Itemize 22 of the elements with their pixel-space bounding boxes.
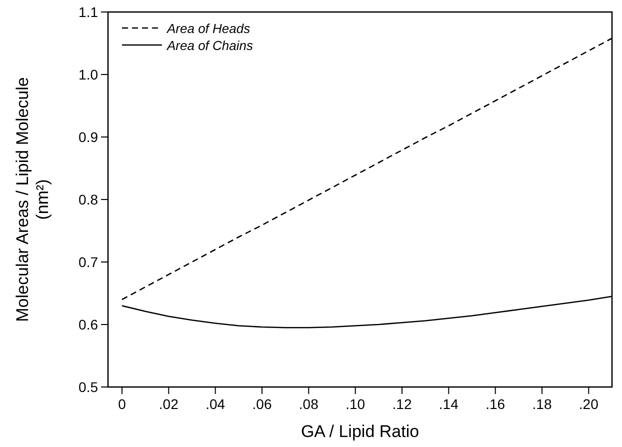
legend-label: Area of Heads bbox=[166, 21, 251, 36]
x-tick-label: .14 bbox=[438, 396, 459, 412]
x-tick-label: .08 bbox=[298, 396, 319, 412]
x-tick-label: .20 bbox=[578, 396, 599, 412]
x-tick-label: .12 bbox=[392, 396, 412, 412]
x-axis-title: GA / Lipid Ratio bbox=[300, 422, 420, 441]
y-tick-label: 0.9 bbox=[78, 129, 98, 145]
x-tick-label: .06 bbox=[252, 396, 272, 412]
x-tick-label: 0 bbox=[118, 396, 126, 412]
y-tick-label: 0.6 bbox=[78, 316, 98, 332]
y-tick-label: 0.8 bbox=[78, 192, 98, 208]
x-tick-label: .04 bbox=[206, 396, 226, 412]
y-tick-label: 1.1 bbox=[78, 4, 98, 20]
x-tick-label: .10 bbox=[346, 396, 366, 412]
x-tick-label: .02 bbox=[158, 396, 179, 412]
y-tick-label: 1.0 bbox=[78, 66, 98, 82]
x-tick-label: .16 bbox=[486, 396, 506, 412]
y-axis-title: Molecular Areas / Lipid Molecule (nm²) bbox=[13, 77, 52, 322]
y-tick-label: 0.5 bbox=[78, 379, 98, 395]
y-tick-label: 0.7 bbox=[78, 254, 98, 270]
legend-label: Area of Chains bbox=[166, 38, 254, 53]
x-tick-label: .18 bbox=[532, 396, 552, 412]
